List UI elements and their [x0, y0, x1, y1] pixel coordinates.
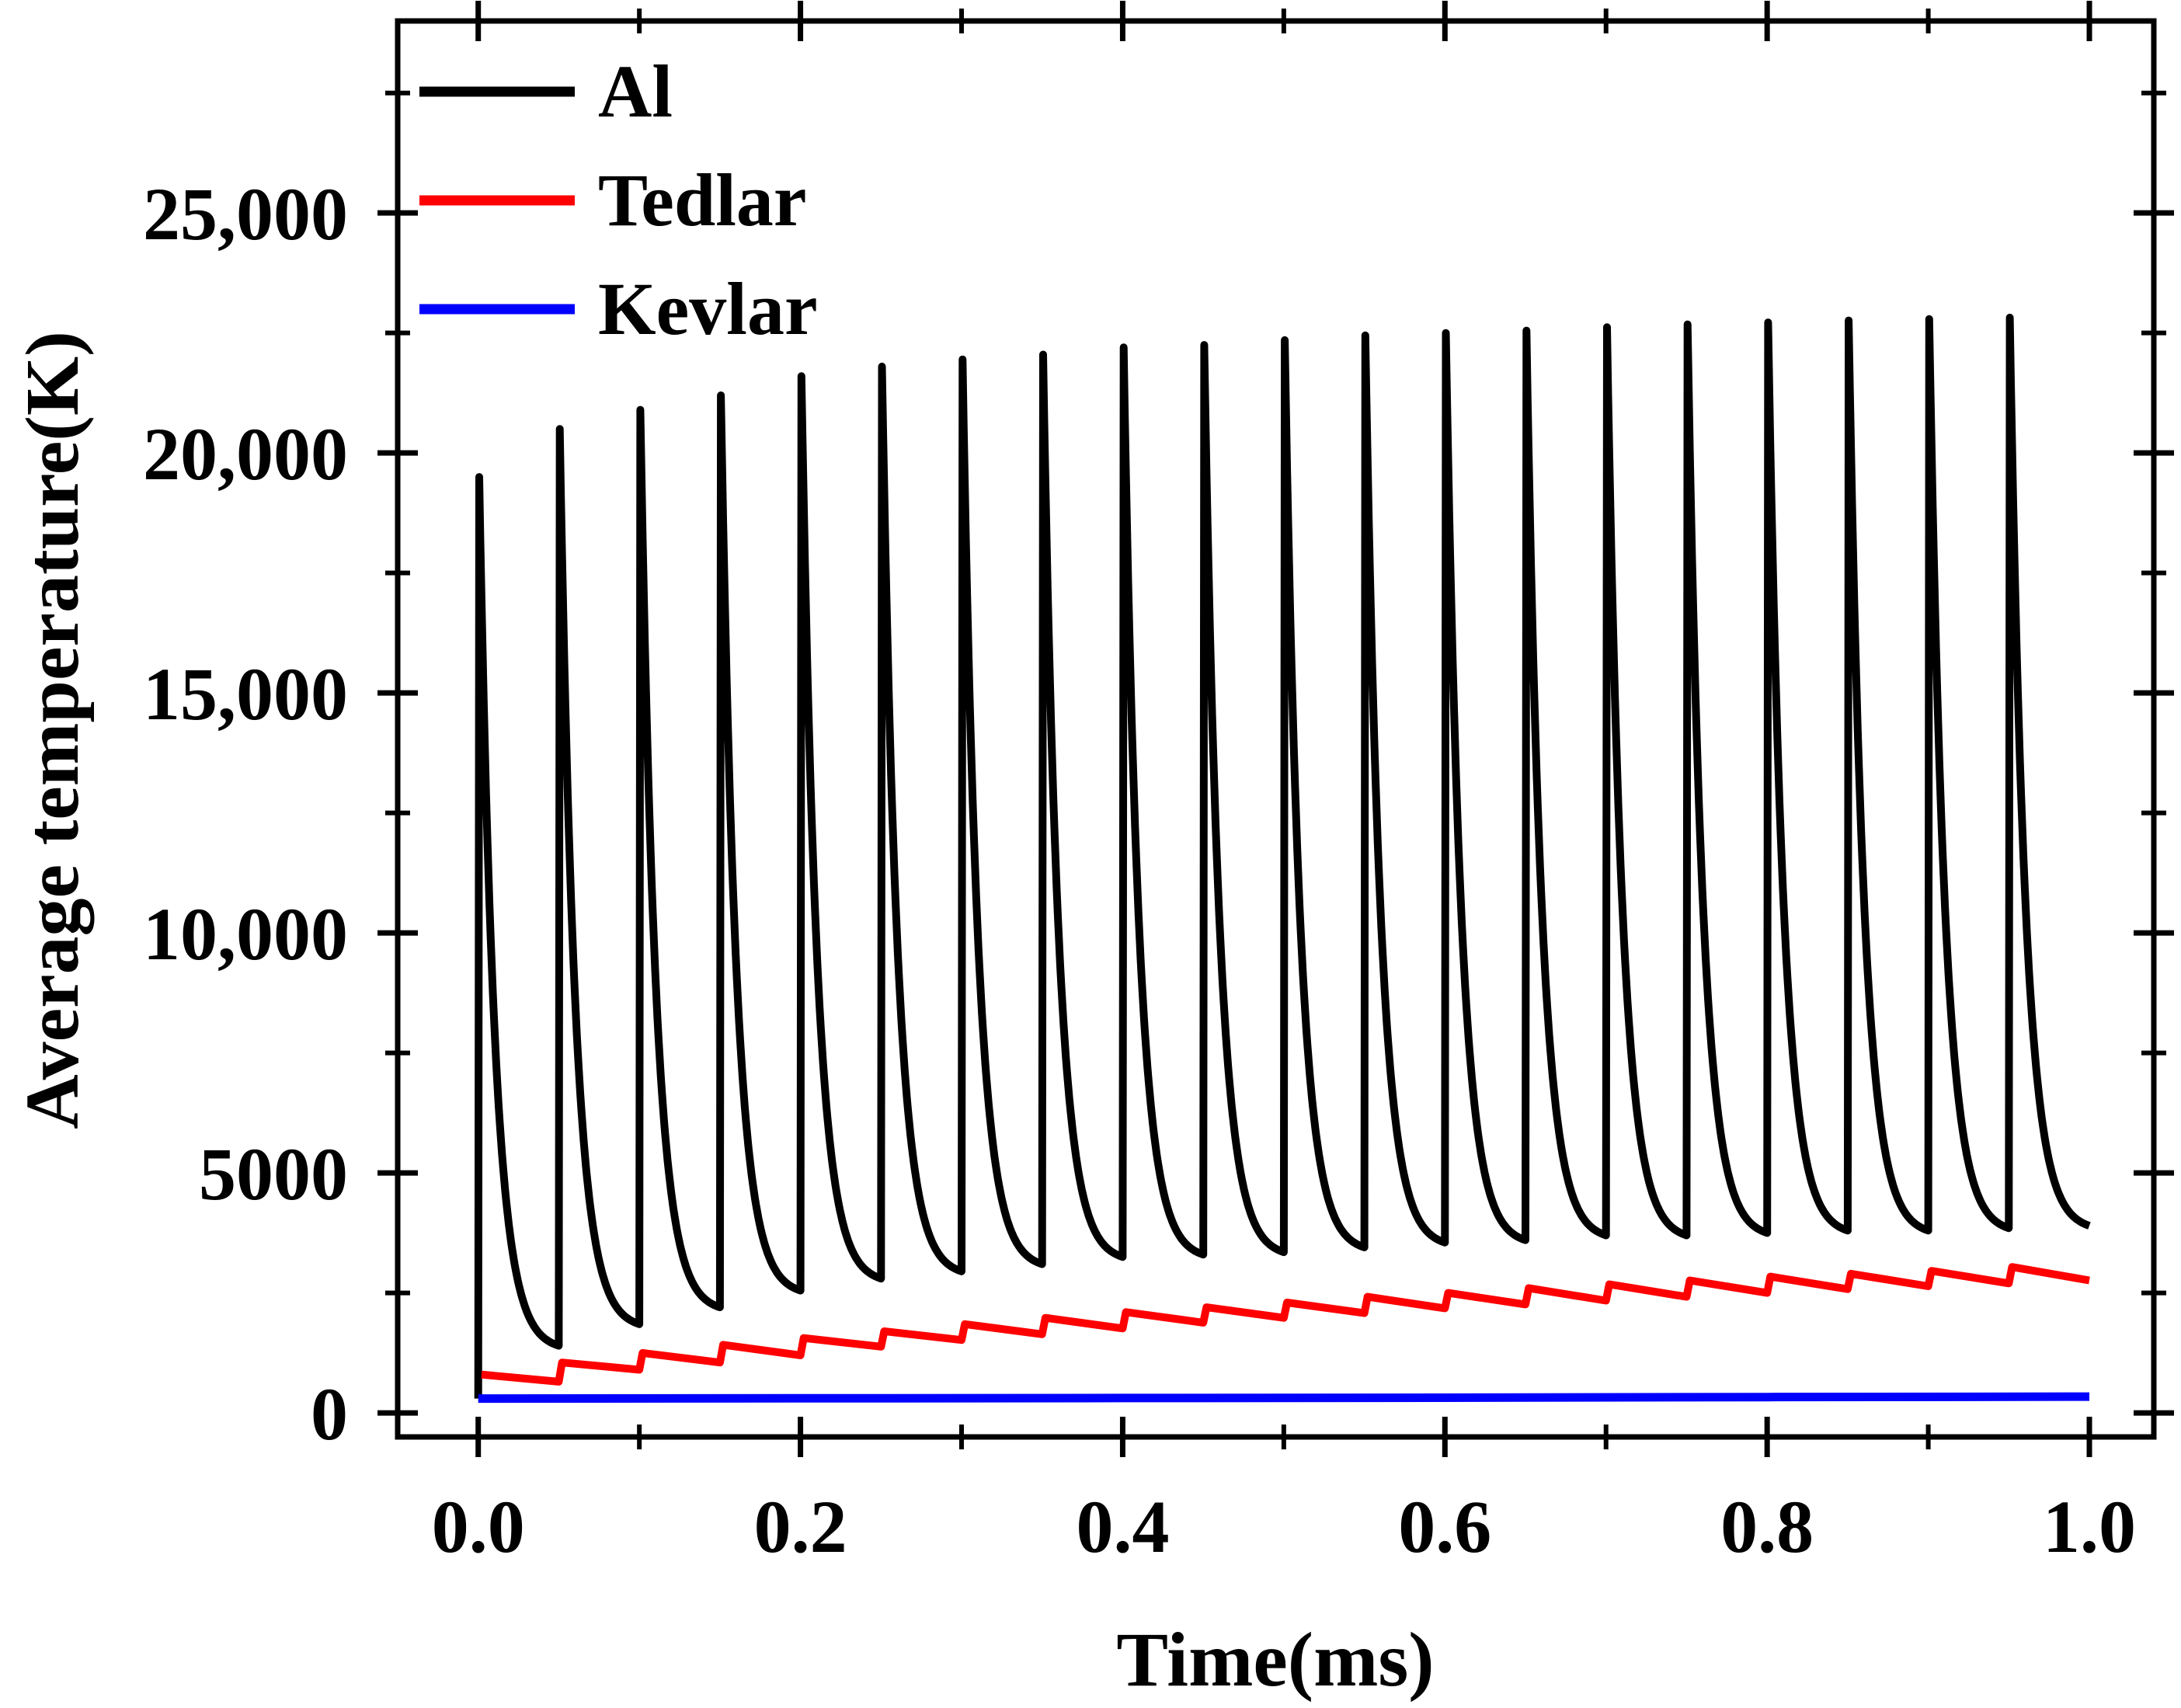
- x-tick-label-3: 0.6: [1398, 1485, 1491, 1568]
- series-layer: [474, 313, 2092, 1404]
- x-tick-label-4: 0.8: [1720, 1485, 1814, 1568]
- y-tick-label-0: 0: [311, 1372, 348, 1456]
- y-tick-label-2: 10,000: [143, 892, 348, 976]
- x-axis-title: Time(ms): [1116, 1616, 1434, 1703]
- y-tick-label-5: 25,000: [143, 172, 348, 256]
- x-tick-label-2: 0.4: [1076, 1485, 1169, 1568]
- legend-label-tedlar: Tedlar: [598, 158, 807, 242]
- legend-label-al: Al: [598, 50, 673, 133]
- plot-frame: [395, 18, 2157, 1440]
- legend: Al Tedlar Kevlar: [419, 50, 818, 350]
- x-tick-label-1: 0.2: [754, 1485, 847, 1568]
- y-tick-label-4: 20,000: [143, 412, 348, 496]
- axis-ticks: [377, 1, 2174, 1457]
- legend-label-kevlar: Kevlar: [598, 267, 818, 350]
- y-tick-label-3: 15,000: [143, 652, 348, 736]
- series-line-al: [474, 313, 2092, 1399]
- y-axis-title: Average temperature(K): [11, 331, 95, 1129]
- axis-tick-labels: 0.0 0.2 0.4 0.6 0.8 1.0 0 5000 10,000 15,000 20,00…: [143, 172, 2136, 1568]
- series-line-tedlar: [481, 1263, 2090, 1386]
- x-tick-label-0: 0.0: [432, 1485, 525, 1568]
- series-line-kevlar: [478, 1392, 2090, 1404]
- x-tick-label-5: 1.0: [2043, 1485, 2136, 1568]
- y-tick-label-1: 5000: [199, 1132, 348, 1216]
